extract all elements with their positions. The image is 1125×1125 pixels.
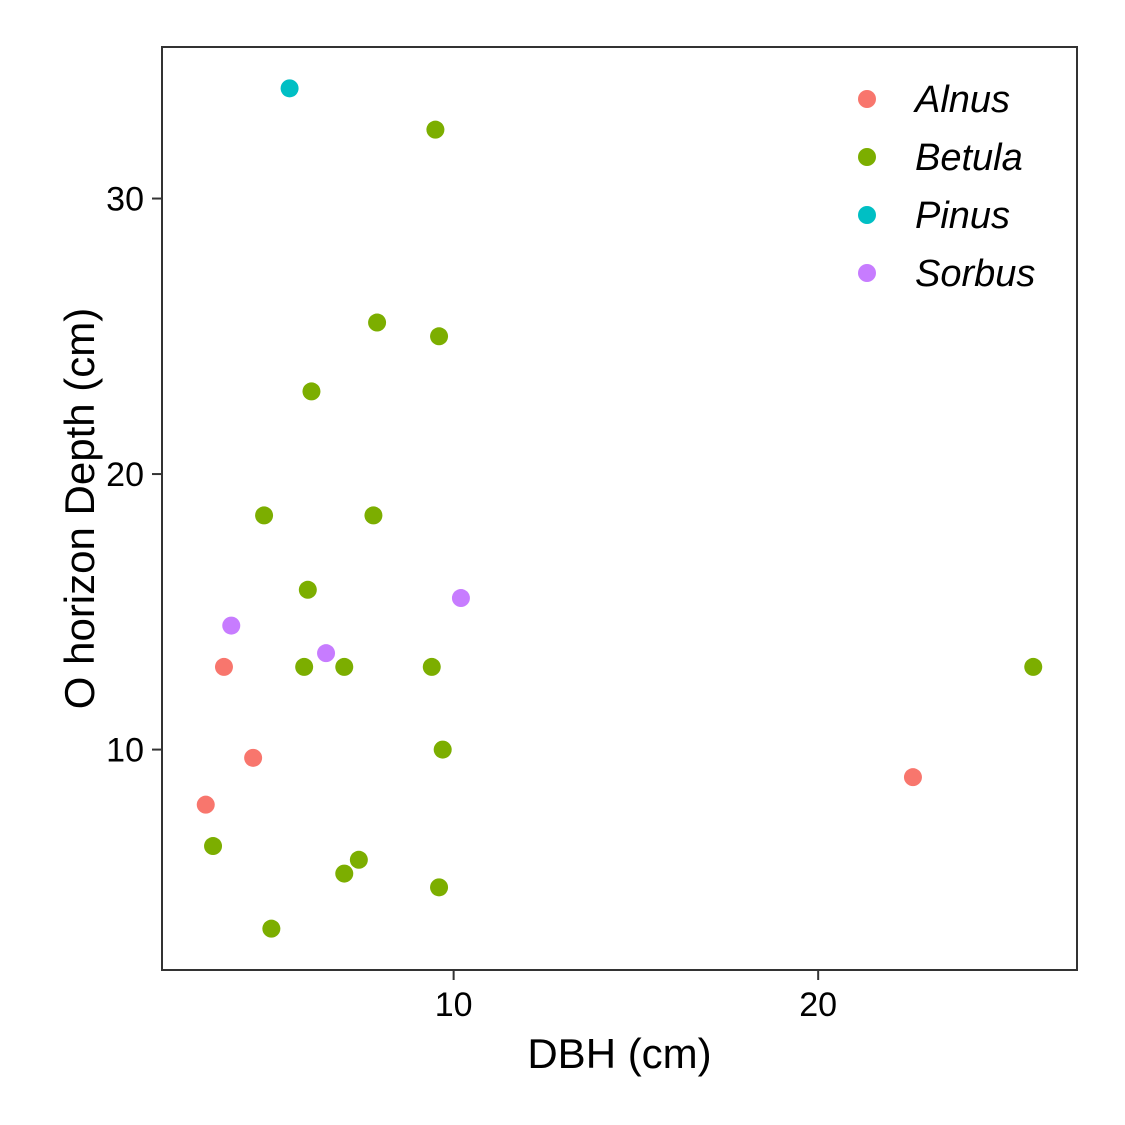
point-betula: [433, 740, 452, 759]
point-betula: [430, 327, 449, 346]
point-alnus: [196, 795, 215, 814]
x-axis: 10 20: [435, 970, 837, 1024]
legend: Alnus Betula Pinus Sorbus: [858, 79, 1035, 295]
legend-label-sorbus: Sorbus: [915, 253, 1035, 295]
point-betula: [368, 313, 387, 332]
point-betula: [262, 919, 281, 938]
legend-key-alnus: [858, 90, 876, 108]
point-betula: [335, 657, 354, 676]
point-sorbus: [317, 644, 336, 663]
point-betula: [426, 120, 445, 139]
legend-key-pinus: [858, 206, 876, 224]
legend-label-betula: Betula: [915, 137, 1023, 179]
point-betula: [430, 878, 449, 897]
point-betula: [349, 850, 368, 869]
point-alnus: [903, 768, 922, 787]
point-betula: [295, 657, 314, 676]
legend-label-pinus: Pinus: [915, 195, 1010, 237]
point-betula: [1024, 657, 1043, 676]
x-axis-title: DBH (cm): [527, 1030, 711, 1077]
data-points: [196, 79, 1043, 938]
point-betula: [335, 864, 354, 883]
point-sorbus: [451, 589, 470, 608]
x-tick-label: 20: [799, 986, 837, 1024]
point-betula: [255, 506, 274, 525]
point-betula: [204, 837, 223, 856]
x-tick-label: 10: [435, 986, 473, 1024]
point-betula: [302, 382, 321, 401]
y-axis: 10 20 30: [106, 181, 162, 770]
y-tick-label: 20: [106, 456, 144, 494]
point-sorbus: [222, 616, 241, 635]
point-alnus: [214, 657, 233, 676]
y-tick-label: 30: [106, 181, 144, 219]
y-axis-title: O horizon Depth (cm): [56, 308, 103, 709]
point-betula: [422, 657, 441, 676]
plot-panel: [161, 46, 1078, 971]
legend-key-betula: [858, 148, 876, 166]
point-pinus: [280, 79, 299, 98]
legend-label-alnus: Alnus: [913, 79, 1010, 121]
point-alnus: [244, 748, 263, 767]
point-betula: [298, 580, 317, 599]
y-tick-label: 10: [106, 732, 144, 770]
legend-key-sorbus: [858, 264, 876, 282]
point-betula: [364, 506, 383, 525]
